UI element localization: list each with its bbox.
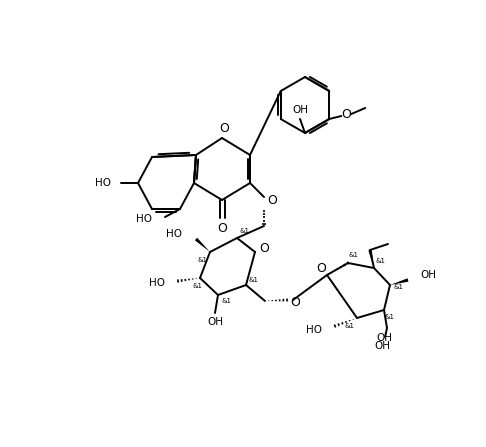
Text: &1: &1: [344, 323, 354, 329]
Text: &1: &1: [375, 258, 385, 264]
Text: HO: HO: [166, 229, 182, 239]
Text: HO: HO: [95, 178, 111, 188]
Text: &1: &1: [348, 252, 358, 258]
Text: O: O: [217, 222, 227, 235]
Text: &1: &1: [384, 314, 394, 320]
Text: HO: HO: [149, 278, 165, 288]
Text: OH: OH: [420, 270, 436, 280]
Text: &1: &1: [239, 228, 249, 234]
Text: &1: &1: [197, 257, 207, 263]
Text: HO: HO: [306, 325, 322, 335]
Text: O: O: [259, 243, 269, 256]
Text: OH: OH: [374, 341, 390, 351]
Text: O: O: [219, 122, 229, 135]
Text: &1: &1: [192, 283, 202, 289]
Text: O: O: [267, 194, 277, 207]
Text: O: O: [290, 295, 300, 308]
Text: O: O: [316, 261, 326, 274]
Text: &1: &1: [248, 277, 258, 283]
Text: HO: HO: [136, 214, 152, 224]
Polygon shape: [368, 249, 374, 268]
Text: O: O: [341, 107, 351, 121]
Polygon shape: [390, 278, 408, 285]
Text: OH: OH: [376, 333, 392, 343]
Text: &1: &1: [221, 298, 231, 304]
Polygon shape: [195, 238, 210, 252]
Text: OH: OH: [292, 105, 308, 115]
Text: &1: &1: [393, 284, 403, 290]
Text: OH: OH: [207, 317, 223, 327]
